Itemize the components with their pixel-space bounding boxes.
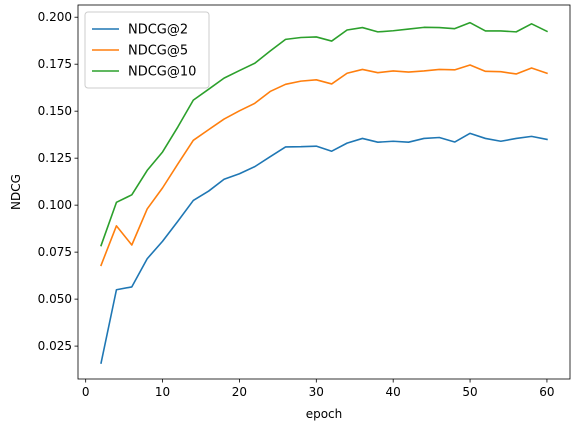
x-tick-label: 10 xyxy=(155,385,170,399)
legend-label: NDCG@5 xyxy=(128,44,188,59)
x-tick-label: 30 xyxy=(309,385,324,399)
y-axis-label: NDCG xyxy=(9,174,23,210)
x-tick-label: 20 xyxy=(232,385,247,399)
x-tick-label: 40 xyxy=(386,385,401,399)
x-axis-label: epoch xyxy=(306,407,343,421)
series-lines xyxy=(100,21,549,364)
legend-label: NDCG@2 xyxy=(128,23,188,38)
y-tick-label: 0.100 xyxy=(38,198,72,212)
series-line-ndcg-5 xyxy=(100,64,548,267)
y-tick-label: 0.125 xyxy=(38,151,72,165)
y-axis-ticks: 0.025 0.050 0.075 0.100 0.125 0.150 0.175 0.200 xyxy=(38,10,78,353)
x-axis-ticks: 0 10 20 30 40 50 60 xyxy=(82,379,555,399)
y-tick-label: 0.075 xyxy=(38,245,72,259)
x-tick-label: 0 xyxy=(82,385,90,399)
legend-label: NDCG@10 xyxy=(128,65,196,80)
y-tick-label: 0.200 xyxy=(38,10,72,24)
series-line-ndcg-10 xyxy=(100,21,549,247)
x-tick-label: 50 xyxy=(462,385,477,399)
legend: NDCG@2 NDCG@5 NDCG@10 xyxy=(84,11,210,89)
y-tick-label: 0.150 xyxy=(38,104,72,118)
legend-frame xyxy=(84,11,210,89)
y-tick-label: 0.050 xyxy=(38,292,72,306)
y-tick-label: 0.025 xyxy=(38,339,72,353)
y-tick-label: 0.175 xyxy=(38,57,72,71)
series-line-ndcg-2 xyxy=(100,132,548,364)
x-tick-label: 60 xyxy=(539,385,554,399)
